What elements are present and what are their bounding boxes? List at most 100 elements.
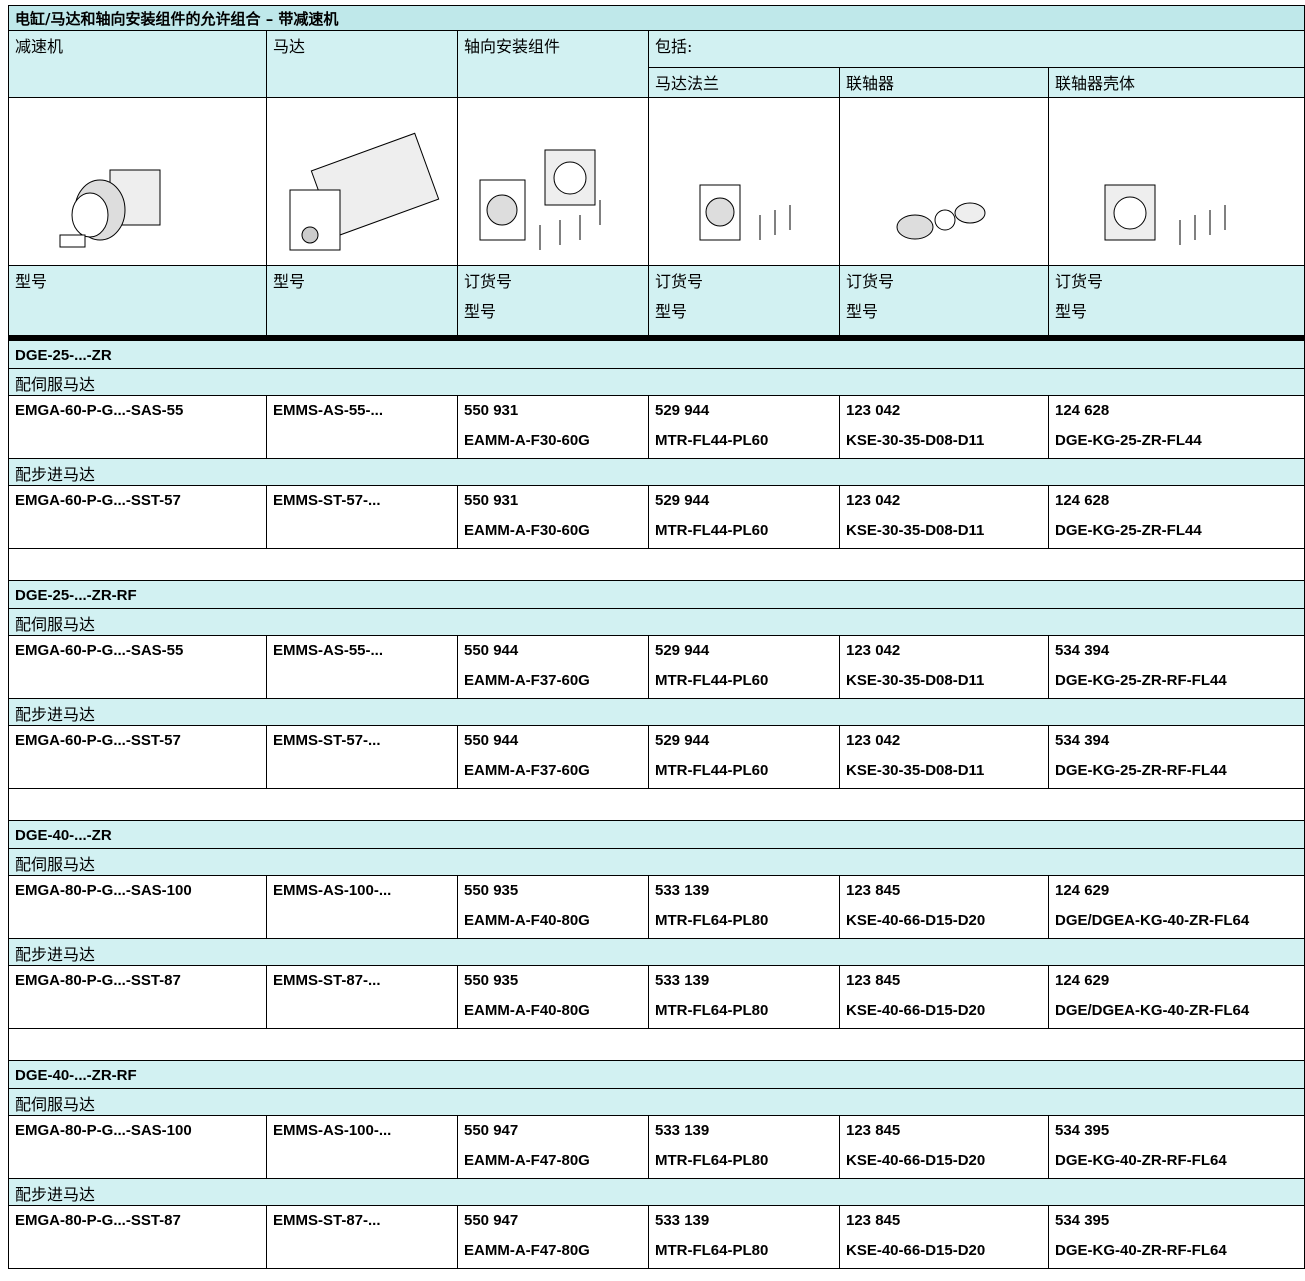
data-cell-text: 550 944 — [464, 732, 519, 749]
section-label-text: 配步进马达 — [15, 1185, 96, 1204]
data-cell: EMMS-AS-55-... — [266, 395, 458, 459]
column-header-text: 减速机 — [15, 37, 64, 56]
section-label-text: 配步进马达 — [15, 705, 96, 724]
data-cell-text: EMGA-80-P-G...-SST-87 — [15, 972, 181, 989]
data-cell-text: DGE-KG-25-ZR-RF-FL44 — [1055, 762, 1227, 779]
column-header: 马达 — [266, 30, 458, 98]
data-cell-text: 550 935 — [464, 882, 519, 899]
data-cell: EMMS-AS-100-... — [266, 875, 458, 939]
data-cell-text: EAMM-A-F40-80G — [464, 912, 590, 929]
data-cell-text: DGE-KG-25-ZR-FL44 — [1055, 522, 1202, 539]
data-cell-text: MTR-FL44-PL60 — [655, 432, 769, 449]
data-cell: EMMS-ST-87-... — [266, 965, 458, 1029]
data-cell-text: EMMS-ST-87-... — [273, 1212, 381, 1229]
data-cell: 550 944 EAMM-A-F37-60G — [457, 725, 649, 789]
data-cell: 550 935 EAMM-A-F40-80G — [457, 965, 649, 1029]
data-cell-text: 533 139 — [655, 1212, 710, 1229]
label-header: 订货号 型号 — [648, 265, 840, 336]
data-cell-text: 550 931 — [464, 402, 519, 419]
data-cell: 550 947 EAMM-A-F47-80G — [457, 1115, 649, 1179]
data-cell: 123 042 KSE-30-35-D08-D11 — [839, 485, 1049, 549]
data-cell: 534 394 DGE-KG-25-ZR-RF-FL44 — [1048, 635, 1305, 699]
data-cell-text: MTR-FL44-PL60 — [655, 762, 769, 779]
section-label-text: 配伺服马达 — [15, 615, 96, 634]
housing-image — [1104, 184, 1226, 245]
data-cell-text: MTR-FL64-PL80 — [655, 1152, 769, 1169]
label-header-text: 型号 — [846, 302, 879, 321]
data-cell-text: EAMM-A-F47-80G — [464, 1152, 590, 1169]
data-cell: EMMS-AS-100-... — [266, 1115, 458, 1179]
data-cell: 124 629 DGE/DGEA-KG-40-ZR-FL64 — [1048, 965, 1305, 1029]
data-cell-text: KSE-30-35-D08-D11 — [846, 672, 985, 689]
label-header-text: 订货号 — [655, 272, 704, 291]
data-cell-text: EAMM-A-F37-60G — [464, 762, 590, 779]
data-cell: 124 628 DGE-KG-25-ZR-FL44 — [1048, 485, 1305, 549]
data-cell-text: 123 845 — [846, 1212, 901, 1229]
column-header: 轴向安装组件 — [457, 30, 649, 98]
data-cell-text: 550 947 — [464, 1122, 519, 1139]
data-cell: EMGA-60-P-G...-SAS-55 — [8, 395, 267, 459]
spacer-row — [8, 788, 1305, 821]
sub-column-header: 联轴器壳体 — [1048, 67, 1305, 98]
data-cell: EMMS-ST-87-... — [266, 1205, 458, 1269]
data-cell-text: 533 139 — [655, 1122, 710, 1139]
data-cell-text: EAMM-A-F30-60G — [464, 432, 590, 449]
coupling-image — [896, 202, 986, 240]
data-cell-text: EMMS-ST-57-... — [273, 732, 381, 749]
data-cell: 533 139 MTR-FL64-PL80 — [648, 875, 840, 939]
label-header-text: 订货号 — [846, 272, 895, 291]
data-cell-text: EMMS-AS-55-... — [273, 642, 384, 659]
data-cell-text: KSE-40-66-D15-D20 — [846, 1152, 986, 1169]
data-cell-text: EMGA-60-P-G...-SST-57 — [15, 732, 181, 749]
section-label-text: 配伺服马达 — [15, 855, 96, 874]
data-cell-text: EMGA-60-P-G...-SAS-55 — [15, 402, 184, 419]
data-cell: 529 944 MTR-FL44-PL60 — [648, 635, 840, 699]
data-cell: 534 395 DGE-KG-40-ZR-RF-FL64 — [1048, 1115, 1305, 1179]
data-cell-text: 550 931 — [464, 492, 519, 509]
data-cell-text: 123 042 — [846, 642, 901, 659]
section-label: 配步进马达 — [8, 698, 1305, 726]
image-cell — [8, 97, 267, 266]
group-name: DGE-25-...-ZR-RF — [8, 580, 1305, 609]
data-cell-text: EAMM-A-F40-80G — [464, 1002, 590, 1019]
data-cell-text: 534 394 — [1055, 642, 1110, 659]
data-cell-text: MTR-FL64-PL80 — [655, 912, 769, 929]
section-label-text: 配伺服马达 — [15, 1095, 96, 1114]
data-cell-text: 534 395 — [1055, 1212, 1110, 1229]
column-header-text: 马达 — [273, 37, 306, 56]
data-cell-text: KSE-30-35-D08-D11 — [846, 762, 985, 779]
section-label: 配步进马达 — [8, 938, 1305, 966]
data-cell-text: 123 845 — [846, 1122, 901, 1139]
data-cell: 529 944 MTR-FL44-PL60 — [648, 485, 840, 549]
data-cell-text: EAMM-A-F47-80G — [464, 1242, 590, 1259]
data-cell: 533 139 MTR-FL64-PL80 — [648, 1205, 840, 1269]
data-cell-text: 529 944 — [655, 732, 710, 749]
data-cell: 533 139 MTR-FL64-PL80 — [648, 965, 840, 1029]
section-label-text: 配步进马达 — [15, 945, 96, 964]
data-cell-text: EMGA-80-P-G...-SAS-100 — [15, 1122, 192, 1139]
image-cell — [457, 97, 649, 266]
group-name-text: DGE-40-...-ZR — [15, 827, 112, 844]
label-header-text: 型号 — [464, 302, 497, 321]
sub-column-header: 马达法兰 — [648, 67, 840, 98]
data-cell-text: 124 628 — [1055, 402, 1110, 419]
data-cell-text: 533 139 — [655, 882, 710, 899]
data-cell: EMGA-80-P-G...-SAS-100 — [8, 875, 267, 939]
kit-image — [479, 149, 601, 250]
data-cell: 550 947 EAMM-A-F47-80G — [457, 1205, 649, 1269]
data-cell: EMGA-60-P-G...-SST-57 — [8, 485, 267, 549]
data-cell-text: EAMM-A-F30-60G — [464, 522, 590, 539]
data-cell-text: EMGA-80-P-G...-SST-87 — [15, 1212, 181, 1229]
data-cell-text: EMMS-ST-57-... — [273, 492, 381, 509]
label-header-text: 型号 — [1055, 302, 1088, 321]
data-cell: 550 931 EAMM-A-F30-60G — [457, 485, 649, 549]
group-name: DGE-40-...-ZR-RF — [8, 1060, 1305, 1089]
data-cell: 123 845 KSE-40-66-D15-D20 — [839, 965, 1049, 1029]
data-cell-text: EMGA-60-P-G...-SST-57 — [15, 492, 181, 509]
data-cell-text: DGE-KG-40-ZR-RF-FL64 — [1055, 1152, 1227, 1169]
group-name-text: DGE-40-...-ZR-RF — [15, 1067, 137, 1084]
gearbox-image — [59, 169, 161, 248]
group-name-text: DGE-25-...-ZR-RF — [15, 587, 137, 604]
data-cell-text: EAMM-A-F37-60G — [464, 672, 590, 689]
label-header-text: 型号 — [273, 272, 306, 291]
